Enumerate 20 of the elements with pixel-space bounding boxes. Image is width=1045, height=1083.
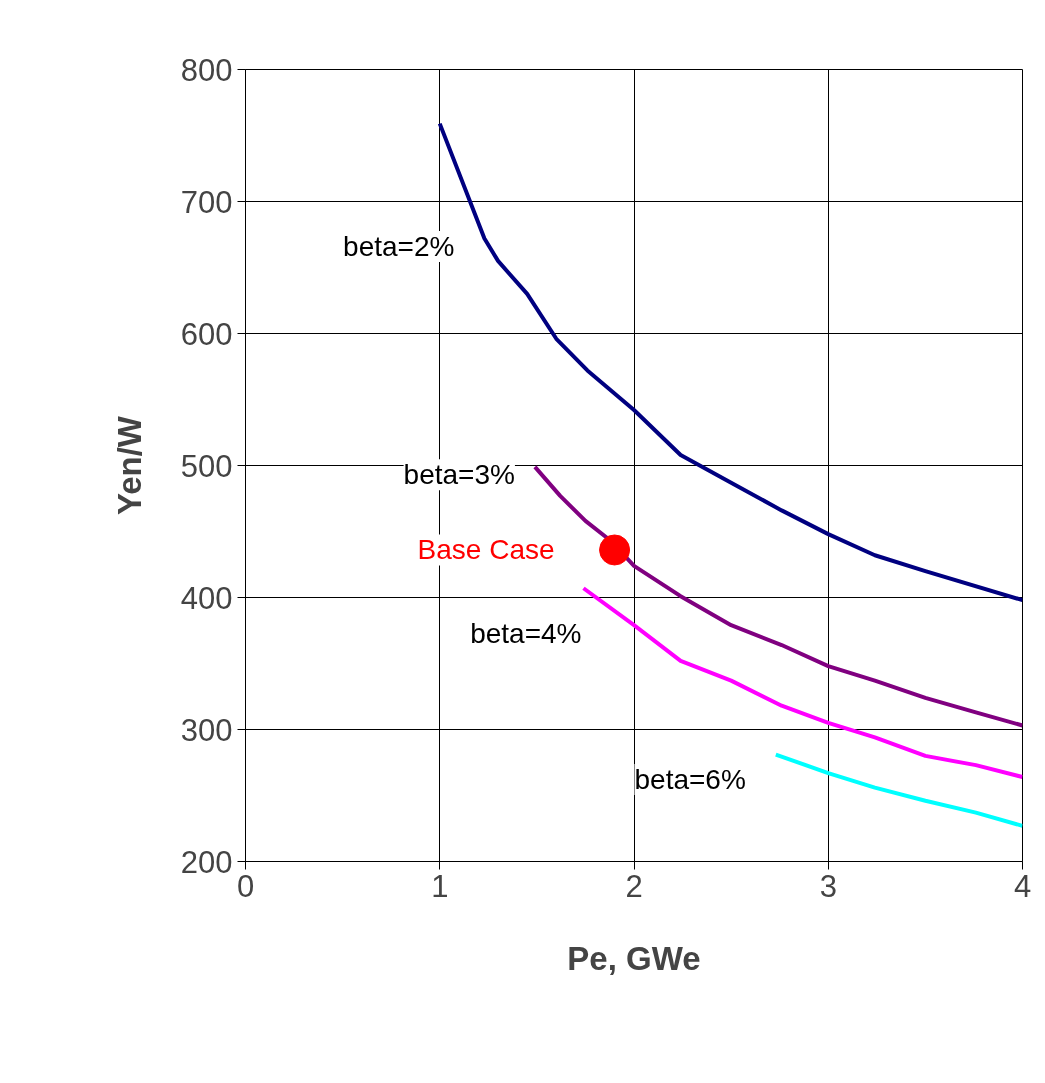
line-series (773, 752, 1023, 828)
x-tick-label: 0 (236, 868, 255, 904)
y-axis-title: Yen/W (110, 415, 148, 516)
series-label: beta=2% (343, 230, 455, 262)
y-tick-label: 800 (180, 52, 233, 88)
y-tick-label: 700 (180, 184, 233, 220)
series-label: beta=4% (470, 617, 582, 649)
y-tick-label: 400 (180, 580, 233, 616)
y-tick-label: 200 (180, 844, 233, 880)
x-tick-label: 1 (431, 868, 449, 904)
series-label: beta=3% (403, 459, 515, 491)
x-tick-label: 4 (1013, 868, 1032, 904)
y-tick-label: 300 (180, 712, 233, 748)
x-tick-label: 2 (625, 868, 643, 904)
y-tick-label: 500 (180, 448, 233, 484)
x-tick-label: 3 (819, 868, 837, 904)
y-tick-label: 600 (180, 316, 233, 352)
series-label: Base Case (417, 534, 555, 566)
series-label: beta=6% (634, 764, 746, 796)
x-axis-title: Pe, GWe (567, 939, 701, 977)
